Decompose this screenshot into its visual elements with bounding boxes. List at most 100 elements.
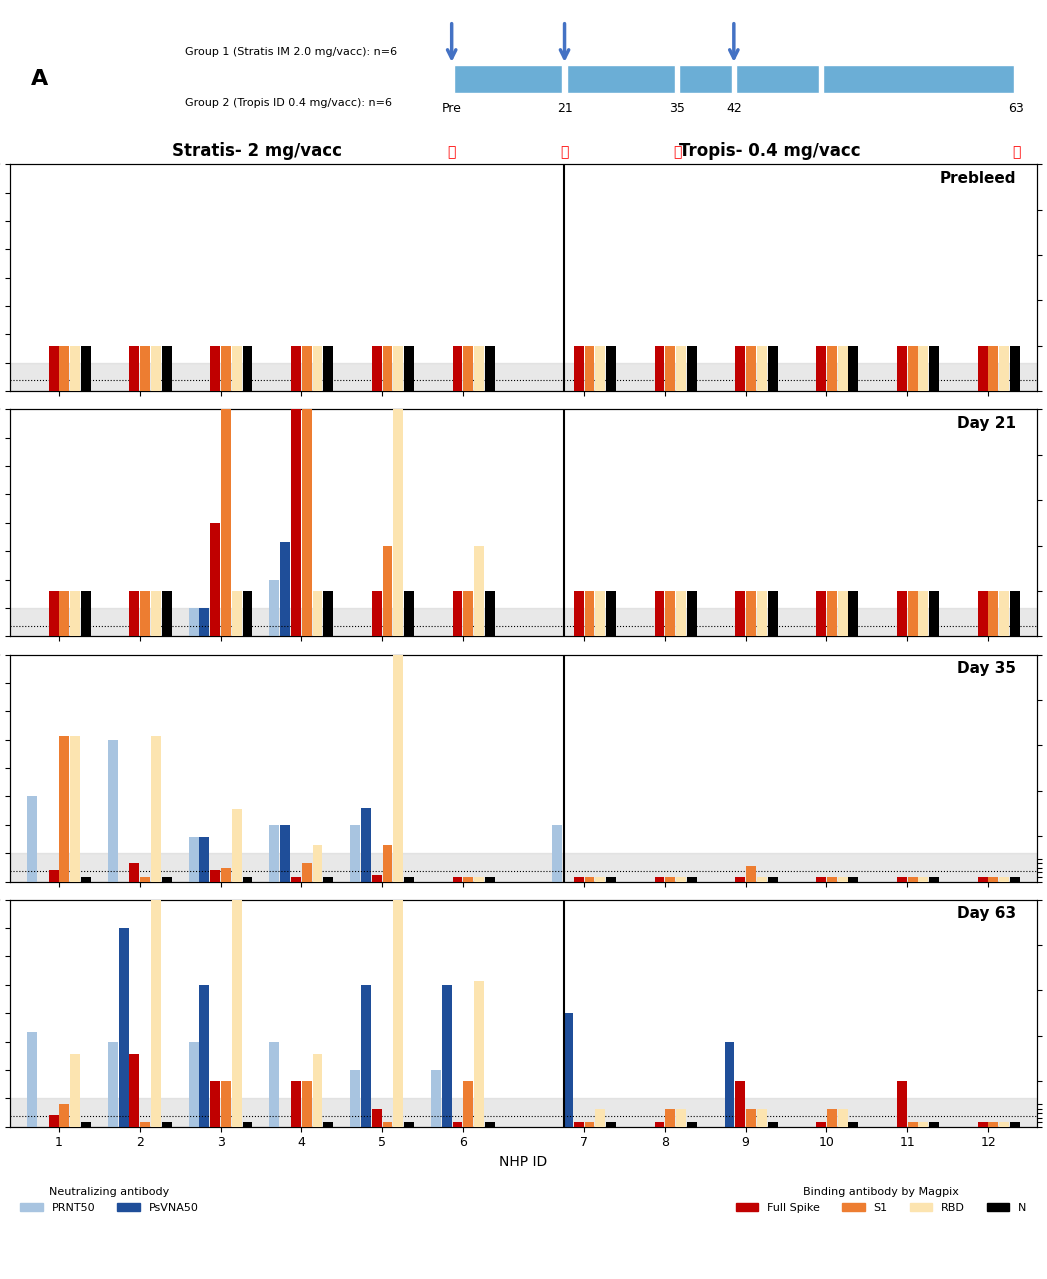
Bar (188, 391, 199, 1279)
Bar (210, 870, 220, 881)
Bar (38, 881, 48, 1279)
Bar (302, 863, 312, 881)
Bar (312, 1054, 322, 1127)
Text: Day 35: Day 35 (957, 661, 1016, 677)
Bar (999, 877, 1009, 881)
Bar (269, 391, 280, 1279)
Bar (130, 591, 139, 637)
Bar (563, 881, 573, 1279)
Bar (644, 1127, 653, 1279)
Legend: Full Spike, S1, RBD, N: Full Spike, S1, RBD, N (732, 1183, 1031, 1218)
Bar (805, 391, 816, 1279)
Bar (81, 1122, 91, 1127)
Bar (361, 391, 371, 1279)
Bar (665, 345, 675, 391)
Bar (988, 1122, 999, 1127)
Bar (199, 985, 209, 1279)
Bar (464, 877, 473, 881)
Bar (48, 1115, 59, 1127)
Bar (596, 1109, 605, 1127)
Bar (596, 591, 605, 637)
Bar (161, 345, 172, 391)
Bar (757, 1109, 766, 1127)
Bar (485, 591, 495, 637)
Bar (140, 591, 150, 637)
Bar (654, 591, 665, 637)
Bar (687, 345, 696, 391)
Bar (231, 808, 242, 881)
Bar (930, 877, 939, 881)
Bar (999, 1122, 1009, 1127)
Bar (886, 637, 896, 1279)
Bar (27, 391, 37, 1279)
Bar (757, 877, 766, 881)
Bar (848, 877, 859, 881)
Bar (1010, 1122, 1020, 1127)
Bar (474, 345, 484, 391)
Bar (60, 1104, 69, 1127)
Bar (795, 391, 804, 1279)
Bar (725, 1041, 735, 1279)
Bar (302, 1081, 312, 1127)
Bar (956, 881, 966, 1279)
Bar (199, 391, 209, 1279)
Bar (767, 591, 778, 637)
Bar (886, 1127, 896, 1279)
Bar (38, 637, 48, 1279)
Bar (988, 877, 999, 881)
Bar (394, 0, 403, 637)
Bar (188, 836, 199, 1279)
Text: 21: 21 (557, 101, 573, 115)
Bar (324, 591, 333, 637)
Bar (382, 845, 393, 881)
Bar (442, 637, 451, 1279)
Bar (725, 881, 735, 1279)
Bar (485, 877, 495, 881)
Bar (838, 877, 848, 881)
Bar (452, 1122, 463, 1127)
Bar (563, 637, 573, 1279)
Bar (452, 591, 463, 637)
Bar (118, 881, 129, 1279)
Bar (161, 877, 172, 881)
Bar (757, 591, 766, 637)
Bar (633, 1127, 643, 1279)
Bar (563, 391, 573, 1279)
Bar (312, 345, 322, 391)
Bar (81, 591, 91, 637)
Bar (269, 579, 280, 1279)
Bar (291, 274, 300, 637)
Bar (714, 881, 723, 1279)
Bar (118, 637, 129, 1279)
Bar (442, 881, 451, 1279)
Bar (795, 1127, 804, 1279)
Bar (676, 877, 686, 881)
Bar (875, 637, 886, 1279)
Bar (372, 591, 382, 637)
Bar (382, 546, 393, 637)
Bar (485, 345, 495, 391)
Bar (291, 345, 300, 391)
Bar (48, 870, 59, 881)
Bar (633, 637, 643, 1279)
Bar (848, 591, 859, 637)
FancyBboxPatch shape (823, 65, 1013, 93)
Bar (474, 877, 484, 881)
Bar (633, 391, 643, 1279)
Bar (108, 637, 117, 1279)
Bar (474, 981, 484, 1127)
Bar (795, 637, 804, 1279)
Bar (302, 345, 312, 391)
Bar (81, 877, 91, 881)
Bar (827, 1109, 837, 1127)
Bar (644, 391, 653, 1279)
Bar (431, 391, 441, 1279)
Bar (1010, 877, 1020, 881)
Bar (404, 877, 414, 881)
Bar (816, 591, 826, 637)
Bar (897, 1081, 907, 1127)
Bar (199, 836, 209, 1279)
Bar (324, 1122, 333, 1127)
Bar (838, 345, 848, 391)
Bar (291, 877, 300, 881)
